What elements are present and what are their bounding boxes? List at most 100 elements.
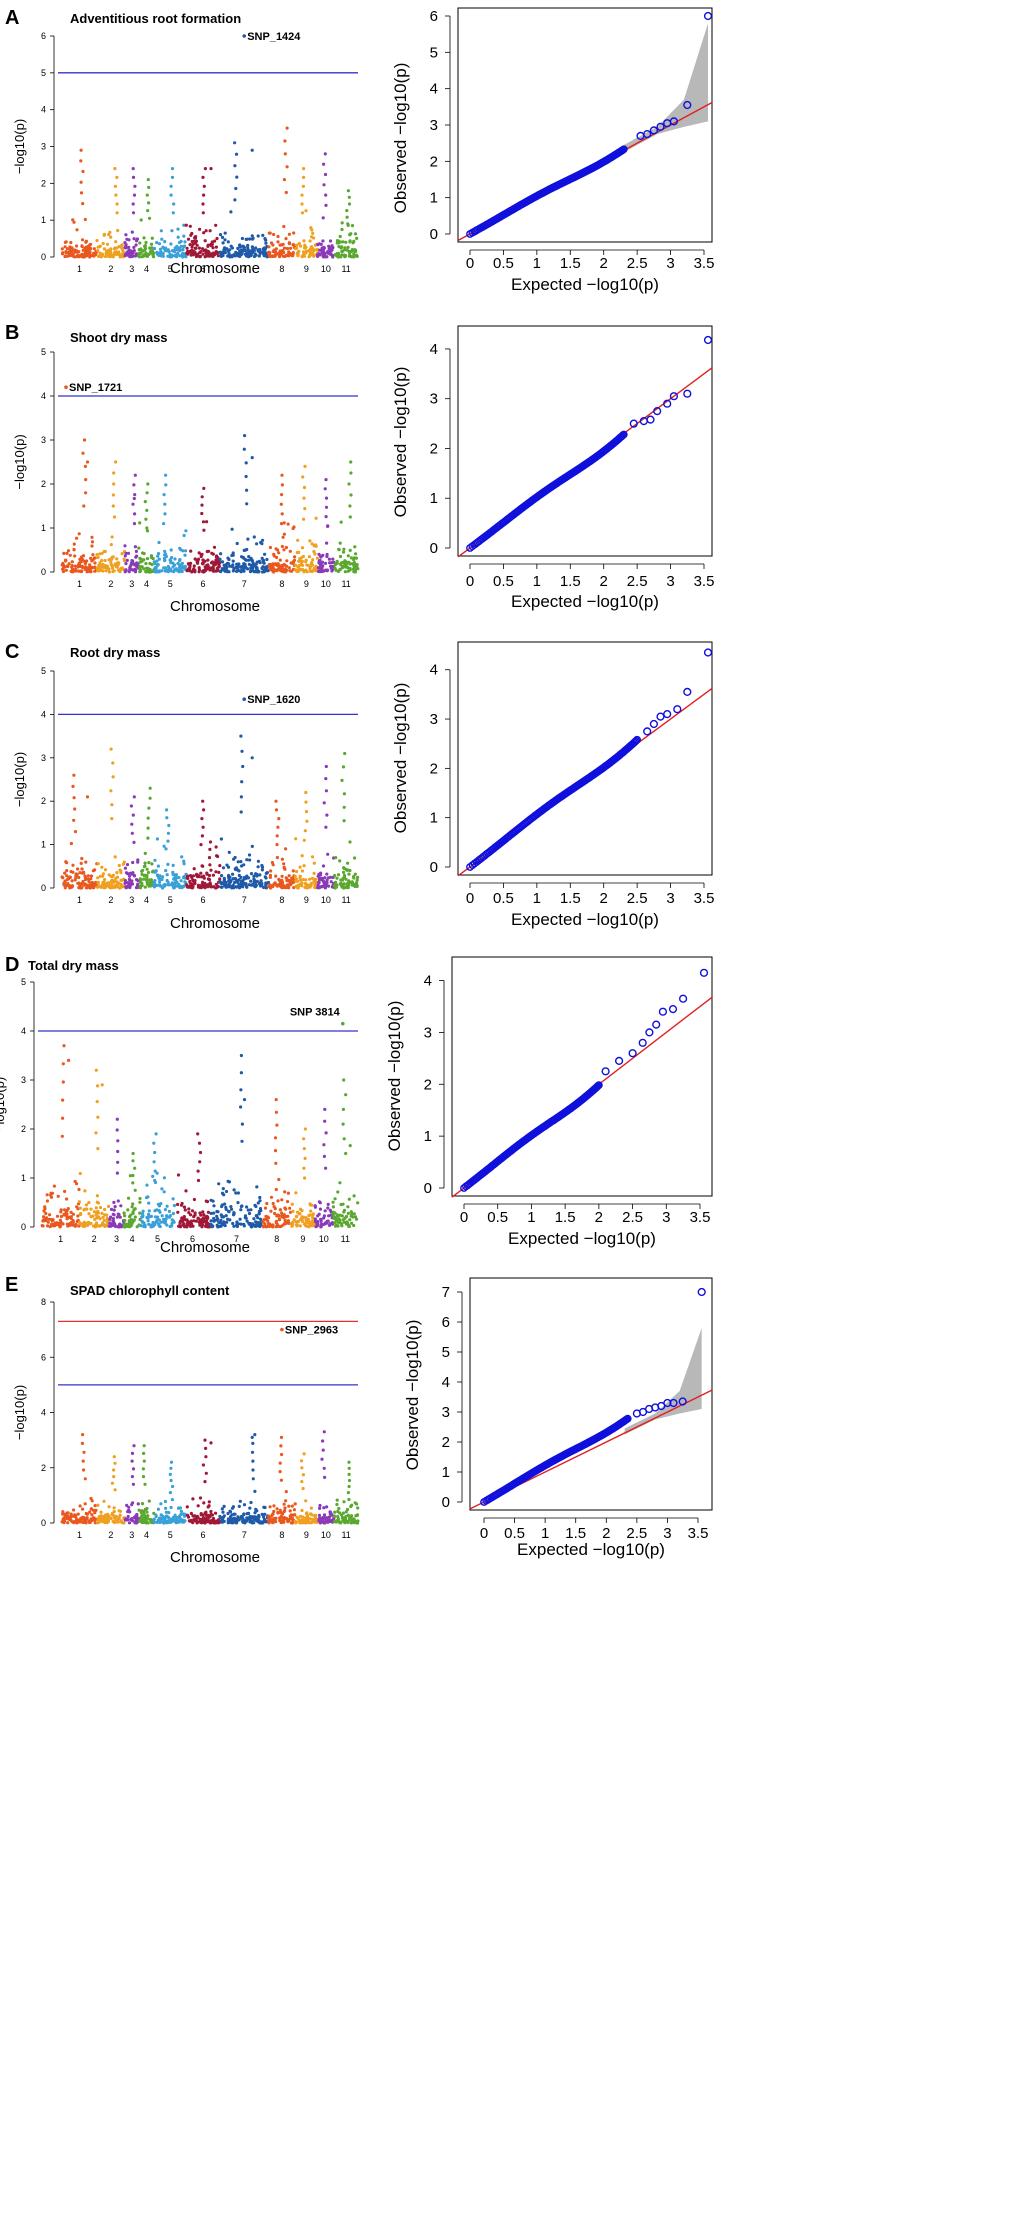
panel-A: A Adventitious root formation0123456−log1… [5,7,714,294]
snp-point [349,880,353,885]
snp-point [340,883,344,887]
snp-point [123,1222,127,1226]
snp-point [344,240,348,244]
snp-point [285,559,289,563]
snp-point [252,254,257,259]
snp-point [353,248,357,252]
snp-point [195,243,199,247]
snp-point [341,240,345,244]
snp-point [110,1223,114,1227]
snp-point [163,1515,167,1519]
snp-point [206,254,211,258]
snp-point [257,881,262,885]
snp-point [84,247,89,252]
snp-point [112,1455,116,1459]
snp-point [339,1202,343,1207]
snp-point [195,558,199,563]
snp-point [232,1188,236,1192]
snp-point [355,878,359,882]
snp-point [88,255,92,259]
snp-point [304,810,309,814]
snp-point [339,255,343,259]
snp-point [291,1209,295,1213]
snp-point [352,875,356,879]
snp-point [171,1484,175,1489]
snp-point [166,254,170,258]
snp-point [201,825,205,829]
snp-point [112,1213,116,1217]
snp-point [302,175,306,179]
snp-point [103,1207,107,1212]
snp-point [85,795,90,799]
y-tick-label: 8 [41,1297,46,1307]
snp-point [163,1220,167,1224]
snp-point [216,1210,220,1214]
snp-point [319,871,323,875]
snp-point [200,495,204,499]
snp-point [336,1224,340,1228]
snp-point [316,1214,320,1218]
qq-points [466,648,713,871]
snp-point [253,1203,257,1207]
snp-point [249,1500,253,1505]
snp-point [261,233,265,237]
snp-point [352,1223,356,1228]
snp-point [138,1217,142,1222]
snp-point [229,210,233,214]
snp-point [281,569,285,574]
snp-point [72,542,76,546]
qq-x-tick-label: 2 [600,573,608,590]
snp-point [324,505,329,509]
snp-point [307,1225,311,1229]
snp-point [69,1215,73,1219]
snp-point [189,549,193,553]
qq-x-tick-label: 0 [466,255,474,272]
snp-point [334,856,338,860]
snp-point [111,775,115,779]
snp-point [135,237,139,241]
snp-point [113,1520,117,1524]
snp-point [61,1116,65,1120]
snp-point [148,796,152,800]
snp-point [268,875,272,880]
snp-point [257,1515,261,1519]
snp-point [69,1519,73,1523]
snp-point [139,569,143,573]
chromosome-label: 8 [279,895,284,905]
snp-point [109,235,113,239]
snp-point [233,164,237,168]
snp-point [115,871,119,875]
snp-point [248,237,252,241]
snp-point [204,1199,208,1203]
snp-point [203,239,207,243]
snp-point [232,857,236,861]
snp-point [152,1141,156,1145]
snp-point [355,254,359,258]
snp-point [81,202,85,206]
qq-y-tick-label: 6 [430,8,438,25]
y-tick-label: 0 [41,1518,46,1528]
snp-point [326,1219,330,1223]
snp-point [132,562,136,566]
snp-point [66,564,70,568]
snp-point [323,487,327,491]
y-tick-label: 3 [21,1075,26,1085]
snp-point [110,566,115,570]
snp-point [185,251,189,255]
snp-point [96,1147,100,1151]
snp-point [89,1518,93,1522]
snp-point [132,1444,136,1448]
snp-point [132,245,136,249]
snp-point [333,874,337,878]
snp-point [212,1219,216,1223]
snp-point [348,1144,352,1148]
snp-point [149,249,153,253]
snp-point [180,248,185,252]
snp-point [124,551,128,556]
snp-point [220,1507,224,1511]
snp-point [85,460,90,464]
snp-point [170,1498,174,1502]
snp-point [352,882,356,887]
snp-point [171,561,175,565]
